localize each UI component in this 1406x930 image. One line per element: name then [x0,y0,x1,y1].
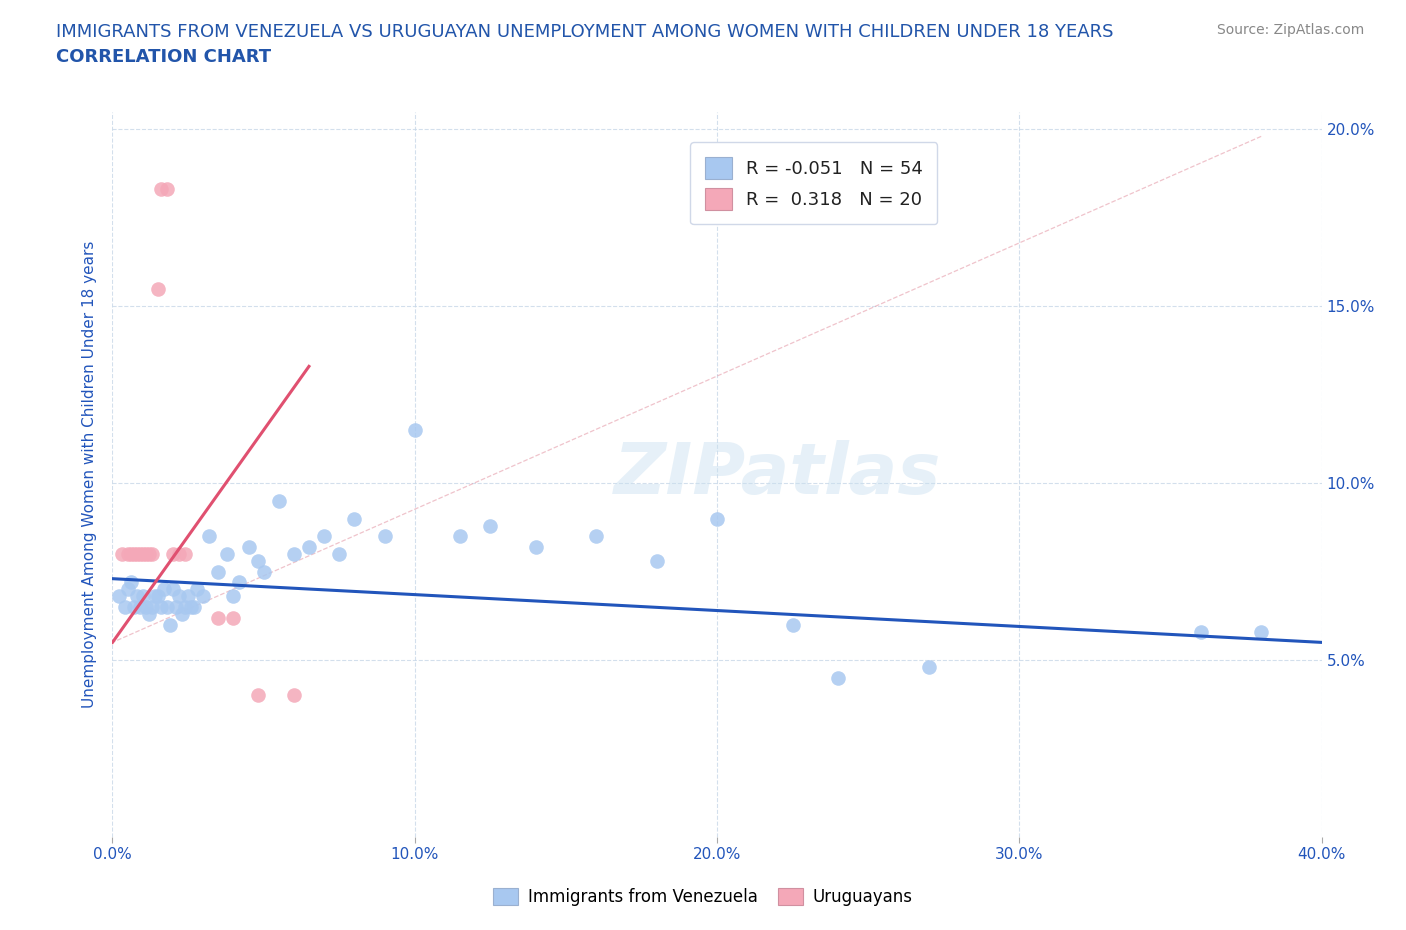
Point [524,539,547,554]
Point [107,589,129,604]
Point [149,182,172,197]
Point [283,688,305,703]
Legend: R = -0.051   N = 54, R =  0.318   N = 20: R = -0.051 N = 54, R = 0.318 N = 20 [690,142,938,224]
Point [156,600,179,615]
Point [156,182,179,197]
Point [207,565,229,579]
Point [1189,624,1212,639]
Point [180,600,202,615]
Point [162,547,184,562]
Point [177,589,200,604]
Point [114,600,136,615]
Text: Source: ZipAtlas.com: Source: ZipAtlas.com [1216,23,1364,37]
Text: ZIPatlas: ZIPatlas [614,440,941,509]
Point [167,547,190,562]
Point [167,589,190,604]
Point [186,582,208,597]
Point [918,659,941,674]
Y-axis label: Unemployment Among Women with Children Under 18 years: Unemployment Among Women with Children U… [82,241,97,708]
Point [246,688,269,703]
Point [645,553,668,568]
Point [374,529,396,544]
Point [328,547,350,562]
Text: IMMIGRANTS FROM VENEZUELA VS URUGUAYAN UNEMPLOYMENT AMONG WOMEN WITH CHILDREN UN: IMMIGRANTS FROM VENEZUELA VS URUGUAYAN U… [56,23,1114,41]
Point [222,610,245,625]
Point [314,529,336,544]
Point [198,529,221,544]
Point [141,600,163,615]
Point [283,547,305,562]
Point [138,547,160,562]
Point [117,582,139,597]
Point [246,553,269,568]
Point [122,547,145,562]
Point [122,600,145,615]
Point [174,600,197,615]
Point [479,518,502,533]
Point [125,547,148,562]
Point [120,547,142,562]
Point [110,547,132,562]
Point [138,606,160,621]
Point [253,565,276,579]
Point [228,575,250,590]
Point [170,606,193,621]
Point [165,600,187,615]
Legend: Immigrants from Venezuela, Uruguayans: Immigrants from Venezuela, Uruguayans [486,881,920,912]
Point [146,589,169,604]
Point [827,671,849,685]
Point [146,281,169,296]
Point [128,547,150,562]
Point [174,547,197,562]
Point [159,618,181,632]
Point [117,547,139,562]
Point [132,547,155,562]
Point [207,610,229,625]
Point [217,547,239,562]
Point [153,582,176,597]
Point [162,582,184,597]
Point [782,618,804,632]
Point [585,529,607,544]
Point [1250,624,1272,639]
Point [191,589,214,604]
Point [149,600,172,615]
Point [238,539,260,554]
Point [267,494,290,509]
Text: CORRELATION CHART: CORRELATION CHART [56,48,271,66]
Point [135,600,157,615]
Point [706,512,728,526]
Point [404,422,426,437]
Point [183,600,205,615]
Point [120,575,142,590]
Point [128,600,150,615]
Point [449,529,471,544]
Point [343,512,366,526]
Point [143,589,166,604]
Point [132,589,155,604]
Point [222,589,245,604]
Point [141,547,163,562]
Point [298,539,321,554]
Point [135,547,157,562]
Point [125,589,148,604]
